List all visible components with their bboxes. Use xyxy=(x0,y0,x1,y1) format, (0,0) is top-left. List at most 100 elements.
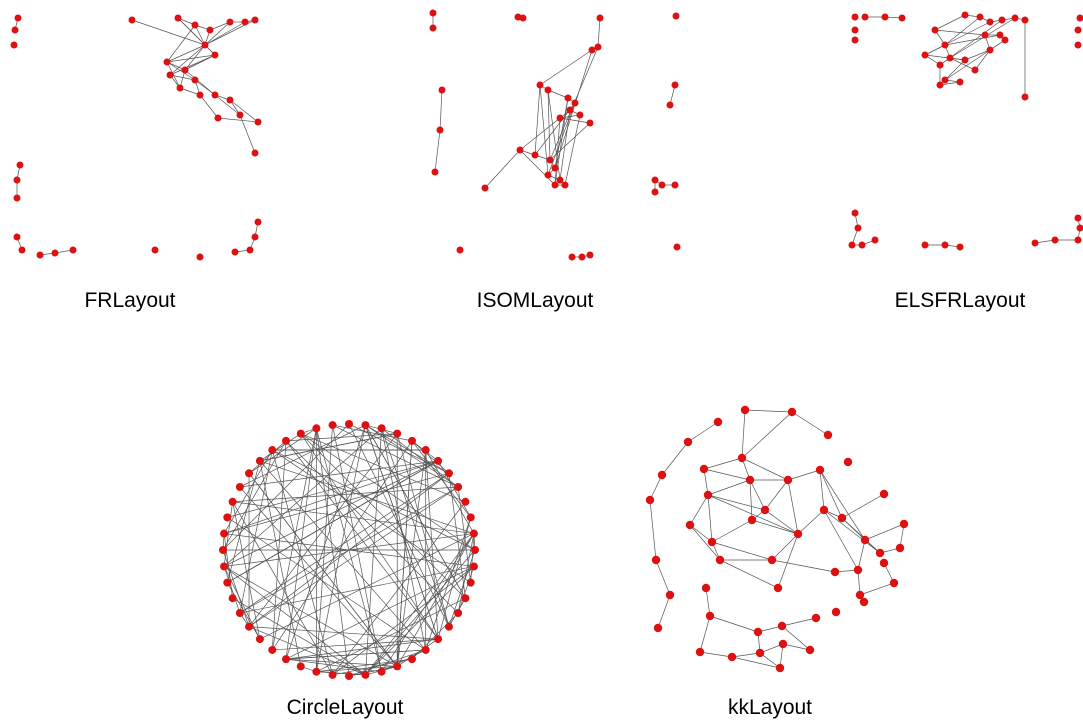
circle-edge xyxy=(365,533,475,676)
kk-edge xyxy=(841,493,885,519)
isom-node xyxy=(438,86,446,94)
kk-edge xyxy=(649,499,657,561)
elsfr-node xyxy=(851,209,859,217)
circle-node xyxy=(255,456,264,465)
elsfr-node xyxy=(1074,236,1082,244)
isom-node xyxy=(571,99,579,107)
circle-edge xyxy=(396,449,427,667)
circle-node xyxy=(345,420,353,428)
circle-edge xyxy=(332,566,475,676)
fr-node xyxy=(18,246,26,254)
circle-node xyxy=(268,645,277,654)
elsfr-node xyxy=(921,51,929,59)
circle-node xyxy=(408,436,416,445)
kk-node xyxy=(645,495,655,505)
fr-node xyxy=(211,51,219,59)
kk-node xyxy=(855,590,865,600)
fr-node xyxy=(13,233,21,241)
isom-edge xyxy=(564,114,581,186)
kk-node xyxy=(859,597,869,607)
circle-edge xyxy=(271,428,317,651)
kk-edge xyxy=(719,559,779,589)
fr-edge xyxy=(166,61,196,81)
kk-edge xyxy=(787,469,821,481)
circle-edge xyxy=(316,425,333,672)
kk-edge xyxy=(741,411,793,459)
elsfr-node xyxy=(1001,36,1009,44)
elsfr-node xyxy=(1074,26,1082,34)
circle-node xyxy=(245,469,254,478)
elsfr-node xyxy=(986,46,994,54)
elsfr-node xyxy=(936,81,944,89)
kk-node xyxy=(701,583,711,593)
circle-edge xyxy=(239,424,366,488)
kk-edge xyxy=(781,625,811,651)
circle-node xyxy=(471,546,479,554)
kk-edge xyxy=(699,651,733,658)
elsfr-edge xyxy=(949,57,976,71)
kk-edge xyxy=(731,652,761,658)
circle-edge xyxy=(232,597,366,676)
kk-node xyxy=(657,470,667,480)
fr-node xyxy=(166,71,174,79)
circle-edge xyxy=(222,423,350,551)
elsfr-edge xyxy=(949,17,1016,59)
kk-edge xyxy=(823,509,859,571)
isom-node xyxy=(429,9,437,17)
fr-node xyxy=(241,18,249,26)
fr-edge xyxy=(184,69,216,96)
isom-node xyxy=(531,151,539,159)
circle-edge xyxy=(348,649,426,677)
circle-node xyxy=(255,635,264,644)
circle-node xyxy=(469,529,478,538)
isom-node xyxy=(588,46,596,54)
circle-edge xyxy=(248,486,459,627)
circle-edge xyxy=(365,566,475,676)
elsfr-node xyxy=(861,13,869,21)
circle-node xyxy=(268,446,277,455)
elsfr-edge xyxy=(944,59,966,81)
kk-node xyxy=(811,613,821,623)
circle-edge xyxy=(248,428,317,474)
circle-edge xyxy=(425,517,472,651)
fr-edge xyxy=(169,54,216,76)
kk-edge xyxy=(707,494,713,543)
circle-edge xyxy=(239,486,398,667)
kk-edge xyxy=(781,617,817,627)
isom-edge xyxy=(559,109,571,181)
circle-edge xyxy=(285,638,439,660)
circle-edge xyxy=(223,501,233,567)
circle-node xyxy=(312,667,321,676)
circle-edge xyxy=(285,566,475,660)
isom-node xyxy=(576,111,584,119)
circle-node xyxy=(421,645,430,654)
kk-node xyxy=(705,611,715,621)
isom-node xyxy=(546,156,554,164)
circle-edge xyxy=(332,425,382,672)
fr-edge xyxy=(209,21,231,31)
elsfr-node xyxy=(941,76,949,84)
kk-node xyxy=(683,437,693,447)
circle-node xyxy=(361,670,370,679)
circle-edge xyxy=(425,450,439,640)
isom-node xyxy=(436,126,444,134)
kk-node xyxy=(895,543,905,553)
kk-edge xyxy=(699,615,711,653)
kk-node xyxy=(651,555,661,565)
kk-edge xyxy=(649,474,663,501)
isom-edge xyxy=(434,129,441,173)
isom-node xyxy=(431,168,439,176)
kk-edge xyxy=(711,541,773,561)
circle-edge xyxy=(271,440,287,650)
isom-node xyxy=(519,14,527,22)
kk-node xyxy=(695,647,705,657)
circle-node xyxy=(377,667,386,676)
circle-edge xyxy=(316,666,398,673)
fr-edge xyxy=(204,21,246,46)
kk-edge xyxy=(709,615,759,633)
circle-node xyxy=(421,446,430,455)
isom-edge xyxy=(554,117,561,186)
fr-node xyxy=(191,76,199,84)
kk-node xyxy=(783,475,793,485)
circle-edge xyxy=(365,424,459,488)
